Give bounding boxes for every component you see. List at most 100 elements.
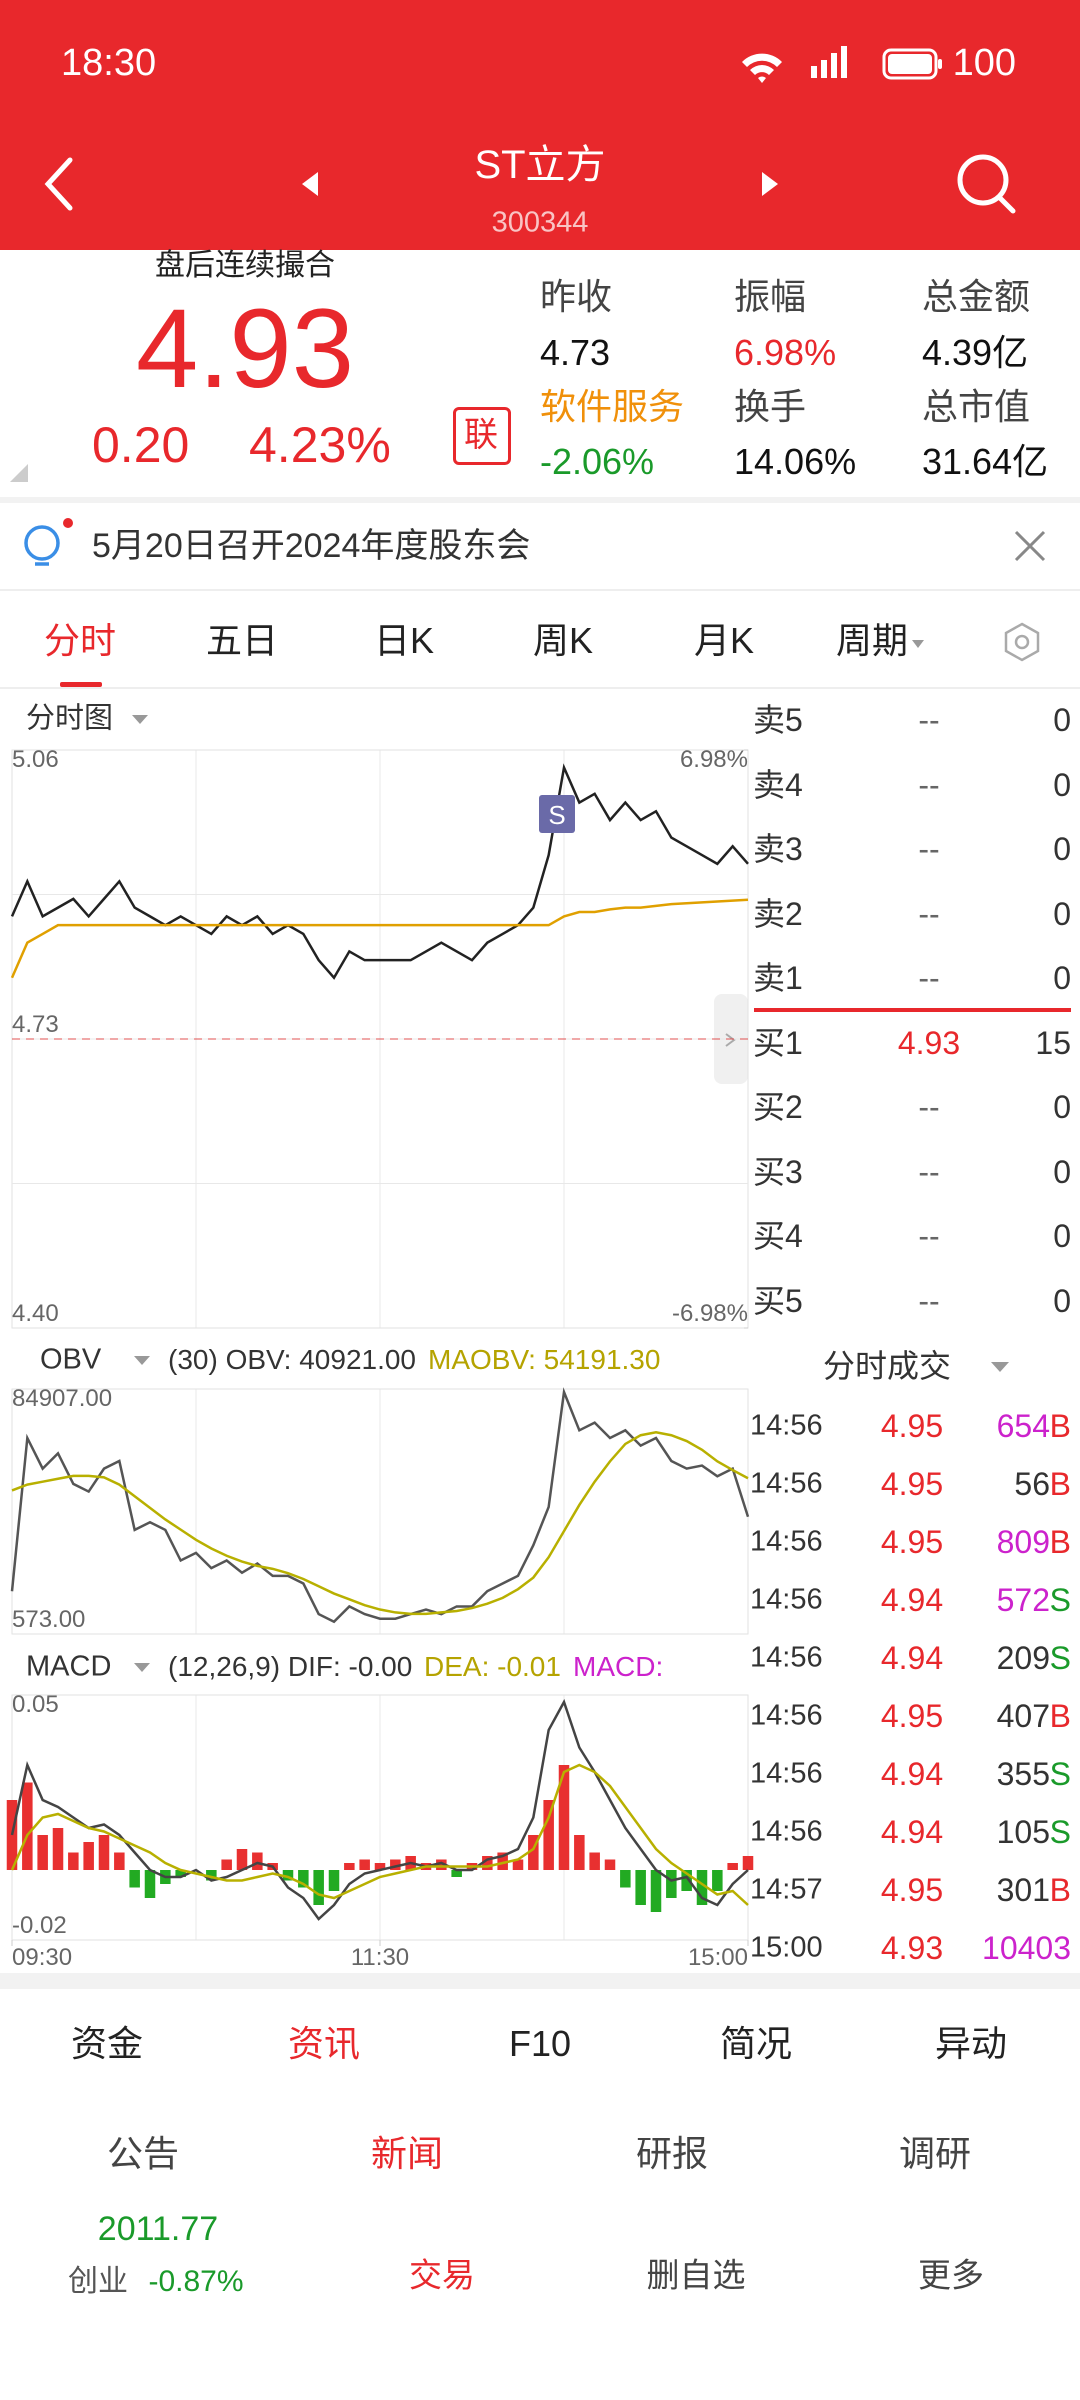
status-time: 18:30 xyxy=(61,42,157,84)
notice[interactable]: 5月20日召开2024年度股东会 xyxy=(92,527,531,565)
macd-bar xyxy=(313,1870,324,1905)
macd-bar xyxy=(666,1870,677,1898)
indicator-value: (30) OBV: 40921.00 xyxy=(168,1344,417,1375)
book-label: 买1 xyxy=(753,1024,803,1061)
book-price: -- xyxy=(918,1153,940,1190)
chart-label[interactable]: 分时图 xyxy=(26,702,114,735)
info-tab[interactable]: 异动 xyxy=(934,2023,1008,2064)
book-label: 卖4 xyxy=(753,766,803,803)
y-tick-label: 573.00 xyxy=(12,1606,86,1633)
trade-volume: 209 xyxy=(996,1640,1050,1676)
trade-side: S xyxy=(1049,1756,1071,1792)
info-tab[interactable]: 资讯 xyxy=(287,2023,361,2064)
indicator-value: MAOBV: 54191.30 xyxy=(428,1344,661,1375)
series-line xyxy=(10,898,749,979)
stat-label: 软件服务 xyxy=(540,386,685,427)
book-price: -- xyxy=(918,1218,940,1254)
info-tab[interactable]: 资金 xyxy=(70,2023,144,2064)
period-tab[interactable]: 分时 xyxy=(43,620,117,661)
period-tab[interactable]: 五日 xyxy=(205,620,279,661)
index-value[interactable]: 2011.77 xyxy=(97,2210,219,2248)
book-volume: 0 xyxy=(1053,895,1071,932)
indicator-name[interactable]: OBV xyxy=(40,1343,102,1376)
macd-bar xyxy=(344,1863,355,1870)
sub-tab[interactable]: 调研 xyxy=(898,2133,972,2174)
signal-box xyxy=(539,795,575,833)
sub-tab[interactable]: 公告 xyxy=(106,2133,180,2174)
sub-tab[interactable]: 新闻 xyxy=(370,2133,444,2174)
trade-volume: 56 xyxy=(1014,1466,1050,1502)
macd-bar xyxy=(68,1852,79,1870)
macd-bar xyxy=(543,1800,554,1870)
trade-volume: 407 xyxy=(996,1698,1050,1734)
header-icons xyxy=(44,46,1016,214)
indicator-value: (12,26,9) DIF: -0.00 xyxy=(168,1651,413,1682)
trade-side: S xyxy=(1049,1582,1071,1618)
period-tab[interactable]: 周期 xyxy=(835,620,909,661)
nav-item[interactable]: 交易 xyxy=(409,2256,475,2294)
sub-tab[interactable]: 研报 xyxy=(635,2133,709,2174)
info-tab[interactable]: 简况 xyxy=(719,2023,793,2064)
trade-time: 14:56 xyxy=(750,1525,823,1558)
trade-price: 4.94 xyxy=(880,1756,944,1792)
trade-time: 14:56 xyxy=(750,1757,823,1790)
macd-bar xyxy=(206,1870,217,1881)
book-price: -- xyxy=(918,766,940,803)
chart-area xyxy=(6,749,1071,1946)
stat-label: 振幅 xyxy=(734,276,807,317)
macd-bar xyxy=(252,1852,263,1870)
trade-volume: 654 xyxy=(996,1408,1050,1444)
nav-item[interactable]: 更多 xyxy=(918,2256,984,2294)
book-price: 4.93 xyxy=(897,1024,961,1061)
stat-label: 总市值 xyxy=(922,386,1031,427)
period-tab[interactable]: 周K xyxy=(532,620,594,661)
x-tick-label: 11:30 xyxy=(350,1944,410,1971)
badge: 联 xyxy=(464,416,498,454)
period-tab[interactable]: 日K xyxy=(373,620,435,661)
period-tab[interactable]: 月K xyxy=(693,620,755,661)
book-volume: 0 xyxy=(1053,702,1071,738)
trade-price: 4.95 xyxy=(880,1872,944,1908)
book-price: -- xyxy=(918,960,940,996)
y-tick-label: 84907.00 xyxy=(12,1385,113,1412)
indicator-value: DEA: -0.01 xyxy=(424,1651,561,1682)
macd-bar xyxy=(83,1842,94,1870)
y-tick-label: -0.02 xyxy=(12,1912,67,1939)
trade-time: 14:56 xyxy=(750,1409,823,1442)
header-bar xyxy=(0,0,1080,250)
macd-bar xyxy=(635,1870,646,1905)
trade-price: 4.94 xyxy=(880,1582,944,1618)
macd-bar xyxy=(129,1870,140,1888)
trades-title[interactable]: 分时成交 xyxy=(822,1348,952,1384)
series-line xyxy=(10,763,749,980)
change-pct: 4.23% xyxy=(249,417,391,473)
y-tick-label: 0.05 xyxy=(12,1691,59,1718)
stat-value: 4.73 xyxy=(540,332,611,373)
index-name: 创业 xyxy=(68,2265,128,2298)
macd-bar xyxy=(620,1870,631,1888)
x-tick-label: 15:00 xyxy=(687,1944,748,1971)
trade-time: 14:56 xyxy=(750,1467,823,1500)
macd-bar xyxy=(604,1859,616,1870)
battery: 100 xyxy=(952,42,1016,84)
book-label: 卖2 xyxy=(753,895,803,932)
stock-name: ST立方 xyxy=(474,143,606,187)
macd-bar xyxy=(742,1856,754,1870)
macd-bar xyxy=(512,1859,524,1870)
macd-bar xyxy=(558,1765,570,1870)
book-volume: 0 xyxy=(1053,831,1071,867)
macd-bar xyxy=(712,1870,723,1891)
indicator-name[interactable]: MACD xyxy=(26,1650,112,1683)
x-tick-label: 09:30 xyxy=(12,1944,73,1971)
macd-bar xyxy=(236,1849,248,1870)
macd-bar xyxy=(650,1870,662,1912)
macd-bar xyxy=(374,1863,386,1870)
trade-volume: 572 xyxy=(996,1582,1050,1618)
book-label: 卖1 xyxy=(753,960,803,996)
trade-side: B xyxy=(1049,1872,1071,1908)
info-tab[interactable]: F10 xyxy=(508,2023,572,2064)
macd-bar xyxy=(482,1856,493,1870)
nav-item[interactable]: 删自选 xyxy=(646,2256,746,2294)
macd-bar xyxy=(390,1859,401,1870)
